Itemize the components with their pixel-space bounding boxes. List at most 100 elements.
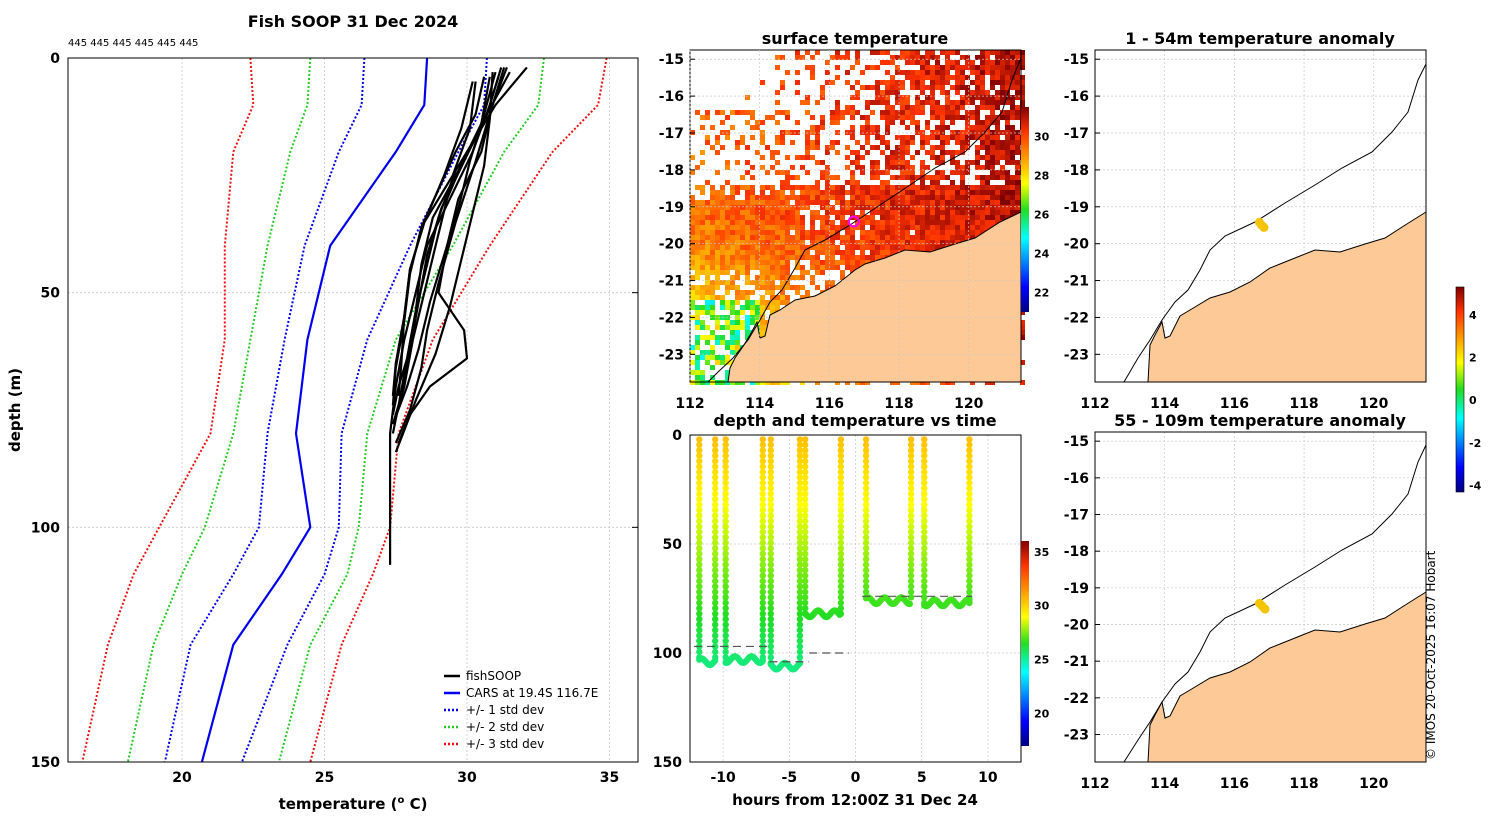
sst-pixel: [1015, 85, 1020, 90]
sst-pixel: [710, 125, 715, 130]
sst-pixel: [725, 195, 730, 200]
sst-pixel: [935, 65, 940, 70]
sst-pixel: [700, 225, 705, 230]
sst-pixel: [780, 135, 785, 140]
sst-pixel: [870, 110, 875, 115]
sst-pixel: [985, 95, 990, 100]
profile-ytick-label: 150: [31, 755, 60, 771]
sst-pixel: [695, 260, 700, 265]
anomaly-upper-panel: 1 - 54m temperature anomaly 112 114 116 118…: [1064, 29, 1427, 412]
sst-pixel: [930, 100, 935, 105]
sst-pixel: [1020, 75, 1025, 80]
sst-pixel: [730, 215, 735, 220]
sst-pixel: [995, 50, 1000, 55]
sst-pixel: [875, 245, 880, 250]
sst-pixel: [875, 65, 880, 70]
sst-pixel: [970, 160, 975, 165]
depth-time-point: [767, 463, 774, 470]
anomaly-upper-xtick-label: 114: [1150, 396, 1179, 412]
sst-pixel: [825, 225, 830, 230]
sst-pixel: [695, 305, 700, 310]
depth-time-point: [696, 626, 703, 634]
sst-pixel: [930, 235, 935, 240]
profile-panel: Fish SOOP 31 Dec 2024 445 445 445 445 44…: [6, 12, 639, 813]
depth-time-point: [966, 523, 973, 530]
sst-pixel: [965, 55, 970, 60]
depth-time-point: [712, 490, 719, 498]
sst-pixel: [960, 225, 965, 230]
sst-pixel: [870, 185, 875, 190]
depth-time-point: [759, 561, 766, 568]
sst-pixel: [710, 200, 715, 205]
std2-minus-line: [126, 57, 312, 763]
sst-pixel: [920, 220, 925, 225]
sst-pixel: [905, 115, 910, 120]
depth-time-point: [796, 463, 804, 470]
sst-pixel: [715, 135, 720, 140]
depth-time-point: [767, 539, 774, 547]
depth-time-point: [712, 632, 719, 639]
depth-time-point: [907, 474, 915, 481]
sst-pixel: [895, 185, 900, 190]
sst-pixel: [870, 240, 875, 245]
sst-pixel: [945, 70, 950, 75]
sst-pixel: [755, 310, 760, 315]
sst-pixel: [750, 245, 755, 250]
sst-pixel: [730, 320, 735, 325]
sst-pixel: [750, 315, 755, 320]
sst-pixel: [955, 130, 960, 135]
sst-pixel: [810, 225, 815, 230]
depth-time-point: [767, 626, 774, 634]
sst-pixel: [750, 135, 755, 140]
depth-time-point: [837, 468, 845, 476]
sst-pixel: [775, 235, 780, 240]
sst-pixel: [705, 295, 710, 300]
sst-pixel: [875, 175, 880, 180]
sst-pixel: [915, 235, 920, 240]
sst-pixel: [965, 90, 970, 95]
sst-pixel: [910, 170, 915, 175]
sst-pixel: [885, 170, 890, 175]
sst-pixel: [830, 190, 835, 195]
sst-pixel: [850, 110, 855, 115]
sst-pixel: [995, 160, 1000, 165]
depth-time-point: [862, 479, 870, 487]
sst-xtick-label: 112: [675, 396, 704, 412]
profile-fish-lines: [389, 66, 528, 565]
sst-pixel: [870, 205, 875, 210]
depth-time-point: [767, 523, 774, 530]
sst-pixel: [700, 125, 705, 130]
sst-pixels: [690, 50, 1025, 385]
sst-pixel: [990, 60, 995, 65]
sst-pixel: [1010, 110, 1015, 115]
sst-pixel: [820, 270, 825, 275]
sst-pixel: [990, 210, 995, 215]
sst-pixel: [735, 335, 740, 340]
depth-time-point: [862, 496, 870, 503]
sst-pixel: [915, 185, 920, 190]
sst-pixel: [725, 255, 730, 260]
depth-time-point: [712, 523, 719, 530]
sst-pixel: [740, 220, 745, 225]
sst-pixel: [935, 215, 940, 220]
sst-pixel: [760, 140, 765, 145]
sst-pixel: [960, 185, 965, 190]
depth-time-point: [802, 588, 809, 596]
sst-pixel: [1005, 215, 1010, 220]
sst-pixel: [925, 135, 930, 140]
anomaly-lower-ytick-label: -15: [1064, 434, 1089, 450]
depth-time-point: [722, 496, 729, 503]
sst-pixel: [965, 200, 970, 205]
sst-pixel: [955, 65, 960, 70]
sst-pixel: [885, 185, 890, 190]
sst-pixel: [930, 210, 935, 215]
sst-pixel: [730, 260, 735, 265]
depth-time-point: [966, 577, 973, 585]
profile-cars-line: [200, 57, 429, 763]
sst-pixel: [890, 215, 895, 220]
sst-pixel: [725, 325, 730, 330]
sst-pixel: [735, 245, 740, 250]
sst-pixel: [900, 150, 905, 155]
sst-pixel: [905, 135, 910, 140]
